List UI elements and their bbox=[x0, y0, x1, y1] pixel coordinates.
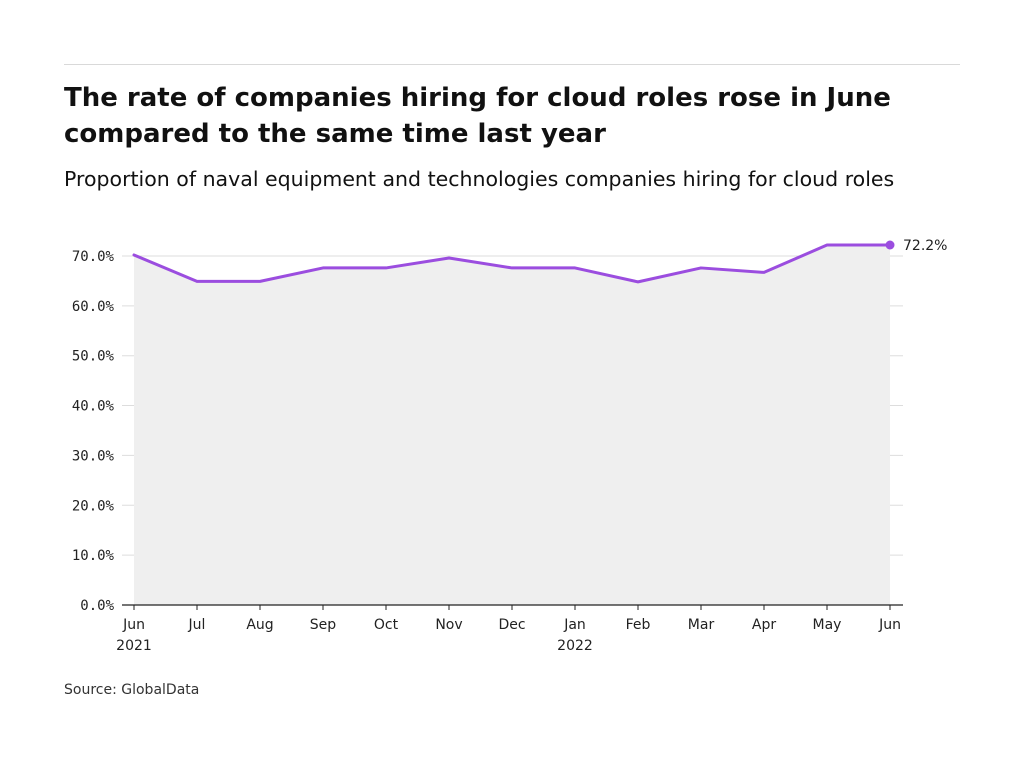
chart-title: The rate of companies hiring for cloud r… bbox=[64, 83, 891, 149]
x-tick-label: Jun bbox=[878, 617, 901, 633]
x-tick-label: Sep bbox=[310, 617, 337, 633]
x-axis-ticks: Jun 2021 Jul Aug Sep Oct Nov Dec Jan 2022 Feb Mar Ap… bbox=[116, 617, 901, 654]
x-tick-label: May bbox=[813, 617, 842, 633]
x-tick-label: Oct bbox=[374, 617, 399, 633]
series-area bbox=[134, 245, 890, 605]
y-tick-label: 50.0% bbox=[72, 349, 115, 365]
y-tick-label: 70.0% bbox=[72, 249, 115, 265]
x-tick-label: Nov bbox=[435, 617, 462, 633]
x-tick-label: Mar bbox=[688, 617, 715, 633]
y-tick-label: 0.0% bbox=[80, 598, 114, 614]
end-data-label: 72.2% bbox=[903, 238, 947, 254]
x-tick-label: Jul bbox=[188, 617, 206, 633]
x-tick-label: Jun bbox=[122, 617, 145, 633]
x-axis bbox=[122, 604, 903, 610]
y-tick-label: 30.0% bbox=[72, 448, 115, 464]
source-note: Source: GlobalData bbox=[64, 682, 200, 698]
x-year-label: 2022 bbox=[557, 638, 593, 654]
x-tick-label: Apr bbox=[752, 617, 776, 633]
x-year-label: 2021 bbox=[116, 638, 152, 654]
x-tick-label: Dec bbox=[498, 617, 525, 633]
y-tick-label: 20.0% bbox=[72, 498, 115, 514]
y-tick-label: 60.0% bbox=[72, 299, 115, 315]
top-rule bbox=[64, 64, 960, 65]
data-points bbox=[885, 240, 895, 250]
x-tick-label: Jan bbox=[563, 617, 586, 633]
x-tick-label: Aug bbox=[246, 617, 273, 633]
chart-subtitle: Proportion of naval equipment and techno… bbox=[64, 167, 895, 191]
y-axis-ticks: 0.0% 10.0% 20.0% 30.0% 40.0% 50.0% 60.0% 70.0% bbox=[72, 249, 115, 614]
x-tick-label: Feb bbox=[626, 617, 651, 633]
end-data-point bbox=[885, 240, 895, 250]
line-chart: 0.0%10.0%20.0%30.0%40.0%50.0%60.0%70.0% … bbox=[72, 238, 948, 654]
y-tick-label: 40.0% bbox=[72, 399, 115, 415]
y-tick-label: 10.0% bbox=[72, 548, 115, 564]
series-line bbox=[132, 243, 892, 284]
